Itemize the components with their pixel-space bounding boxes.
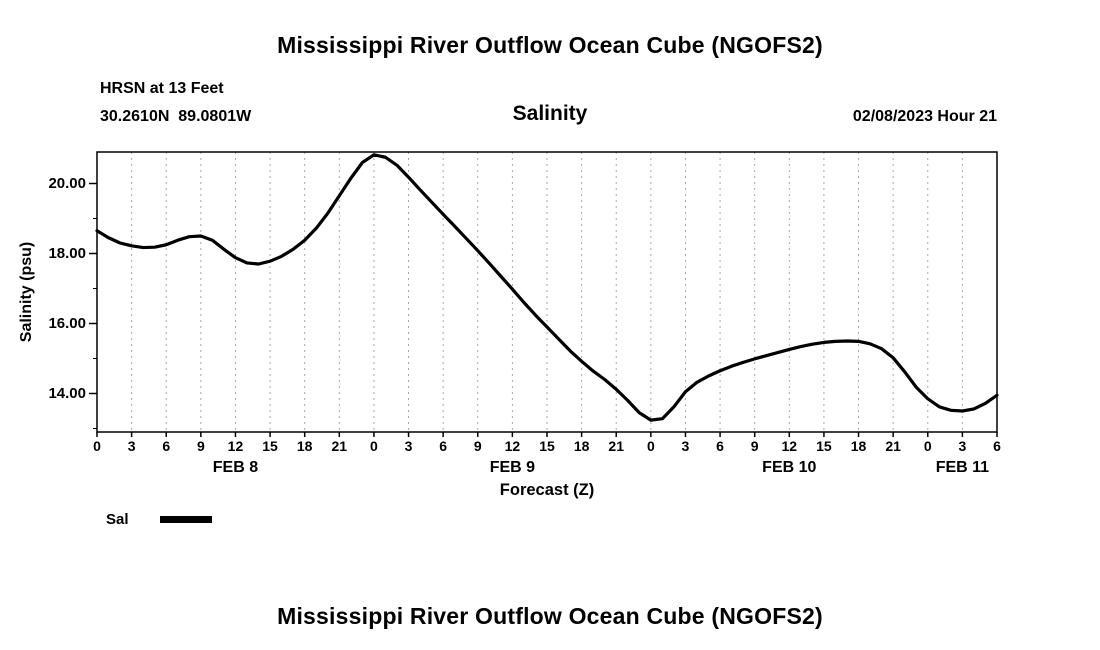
legend-line-swatch [160,516,212,523]
x-tick-label: 0 [923,438,932,454]
x-axis-day-labels: FEB 8 FEB 9 FEB 10 FEB 11 [0,459,1100,479]
x-tick-label: 3 [127,438,136,454]
x-tick-label: 18 [850,438,867,454]
x-tick-label: 15 [539,438,555,454]
x-tick-label: 21 [885,438,901,454]
x-tick-label: 3 [958,438,967,454]
day-label: FEB 10 [762,459,817,476]
x-tick-label: 15 [816,438,832,454]
x-tick-label: 12 [504,438,521,454]
station-label: HRSN at 13 Feet [100,80,224,97]
x-tick-label: 6 [162,438,171,454]
y-axis-tick-labels: 14.00 16.00 18.00 20.00 [36,0,86,650]
x-tick-label: 21 [331,438,348,454]
legend-label: Sal [106,511,129,528]
x-tick-label: 12 [227,438,244,454]
plot-title: Salinity [512,102,588,125]
y-tick-label: 16.00 [48,314,86,332]
series-Sal [95,153,999,422]
x-tick-label: 12 [781,438,798,454]
x-tick-label: 18 [573,438,590,454]
coordinates-label: 30.2610N 89.0801W [100,108,252,125]
x-tick-label: 21 [608,438,624,454]
x-tick-label: 0 [93,438,101,454]
y-tick-label: 20.00 [48,174,86,192]
x-tick-label: 15 [262,438,278,454]
x-tick-label: 0 [370,438,378,454]
x-tick-label: 6 [716,438,724,454]
x-tick-label: 0 [646,438,655,454]
x-axis-tick-labels: 0 3 6 9 12 15 18 21 0 3 6 9 12 15 18 21 0 3 6 9 12 15 18 21 0 3 6 [0,438,1100,458]
y-tick-label: 18.00 [48,244,86,262]
y-tick-label: 14.00 [48,384,86,402]
x-axis-label: Forecast (Z) [499,481,595,499]
plot-frame [96,151,998,433]
day-label: FEB 9 [489,459,536,476]
x-tick-label: 9 [196,438,205,454]
x-tick-label: 3 [681,438,690,454]
x-tick-label: 18 [296,438,313,454]
x-tick-label: 6 [439,438,448,454]
x-tick-label: 9 [750,438,759,454]
x-tick-label: 9 [473,438,482,454]
top-title: Mississippi River Outflow Ocean Cube (NG… [277,32,823,58]
run-datetime-label: 02/08/2023 Hour 21 [852,108,997,125]
day-label: FEB 8 [212,459,259,476]
day-label: FEB 11 [935,459,990,476]
x-tick-label: 6 [993,438,1001,454]
bottom-title: Mississippi River Outflow Ocean Cube (NG… [277,603,823,629]
x-tick-label: 3 [404,438,413,454]
